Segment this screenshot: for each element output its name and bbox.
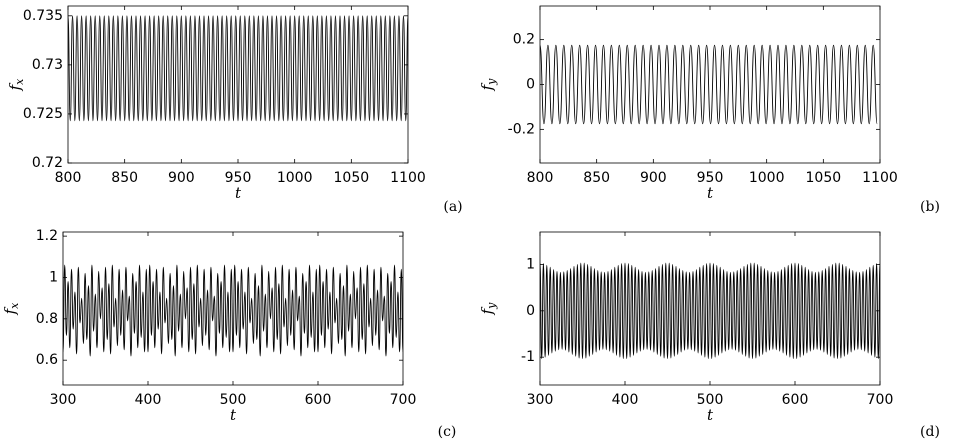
y-axis-label-subscript: y: [485, 78, 498, 86]
axes-frame: [539, 231, 881, 386]
y-tick-label: 0.73: [32, 57, 63, 73]
y-tick-label: 1.2: [36, 228, 58, 244]
y-axis-label: fx: [6, 78, 26, 92]
x-axis-label: t: [707, 184, 714, 202]
y-axis-label-base: f: [478, 82, 496, 91]
signal-line: [540, 44, 878, 125]
panel-label: (d): [920, 424, 940, 440]
y-axis-label-base: f: [478, 306, 496, 315]
x-tick-label: 600: [782, 392, 809, 408]
y-axis-label-base: f: [1, 306, 19, 315]
y-axis-label: fy: [478, 78, 498, 92]
x-tick-label: 600: [305, 392, 332, 408]
panel-label: (b): [920, 199, 940, 215]
y-axis-label: fy: [478, 302, 498, 316]
y-tick-label: 0.735: [23, 8, 63, 24]
y-tick-label: 0.2: [513, 32, 535, 48]
panel: 300 400 500 600 700 0.6 0.8 1 1.2 t fx (c): [1, 228, 456, 440]
y-tick-label: 1: [526, 256, 535, 272]
x-tick-label: 1050: [334, 170, 370, 186]
x-axis-label: t: [235, 184, 242, 202]
panel: 300 400 500 600 700 -1 0 1 t fy (d): [478, 231, 940, 440]
x-tick-label: 850: [583, 170, 610, 186]
x-tick-label: 850: [111, 170, 138, 186]
x-axis-label: t: [707, 406, 714, 424]
x-tick-label: 900: [640, 170, 667, 186]
x-tick-label: 1000: [749, 170, 785, 186]
x-tick-label: 1100: [390, 170, 426, 186]
signal-line: [68, 15, 408, 122]
x-tick-label: 950: [225, 170, 252, 186]
y-axis-label-subscript: y: [485, 302, 498, 310]
x-tick-label: 400: [612, 392, 639, 408]
x-tick-label: 1000: [277, 170, 313, 186]
y-tick-label: 0.72: [32, 155, 63, 171]
axes-frame: [62, 231, 404, 386]
y-tick-label: 0.6: [36, 352, 58, 368]
x-tick-label: 1100: [862, 170, 898, 186]
y-tick-label: 0.8: [36, 311, 58, 327]
x-axis-label: t: [230, 406, 237, 424]
y-tick-label: 1: [49, 269, 58, 285]
x-tick-label: 1050: [806, 170, 842, 186]
panel-label: (a): [443, 199, 462, 215]
y-tick-label: 0.725: [23, 106, 63, 122]
plot-area: [540, 262, 880, 360]
panel: 800 850 900 950 1000 1050 1100 -0.2 0 0.2 t fy (b): [478, 5, 940, 215]
panel: 800 850 900 950 1000 1050 1100 0.72 0.725 0.73 0.7…: [6, 5, 463, 215]
y-tick-label: -1: [521, 349, 535, 365]
y-tick-label: -0.2: [508, 121, 535, 137]
x-tick-label: 950: [697, 170, 724, 186]
y-axis-label-base: f: [6, 82, 24, 91]
y-axis-label-subscript: x: [8, 302, 21, 309]
y-axis-label: fx: [1, 302, 21, 316]
y-tick-label: 0: [526, 77, 535, 93]
x-tick-label: 900: [168, 170, 195, 186]
panel-label: (c): [438, 424, 457, 440]
x-tick-label: 300: [527, 392, 554, 408]
plot-area: [540, 44, 878, 125]
x-tick-label: 700: [867, 392, 894, 408]
x-tick-label: 800: [55, 170, 82, 186]
signal-line: [63, 264, 403, 357]
plot-area: [63, 264, 403, 357]
x-tick-label: 500: [220, 392, 247, 408]
y-axis-label-subscript: x: [13, 78, 26, 85]
x-tick-label: 800: [527, 170, 554, 186]
x-tick-label: 400: [135, 392, 162, 408]
signal-line: [540, 262, 880, 360]
x-tick-label: 300: [50, 392, 77, 408]
x-tick-label: 700: [390, 392, 417, 408]
x-tick-label: 500: [697, 392, 724, 408]
plot-area: [68, 15, 408, 122]
axes-frame: [539, 5, 881, 164]
y-tick-label: 0: [526, 303, 535, 319]
